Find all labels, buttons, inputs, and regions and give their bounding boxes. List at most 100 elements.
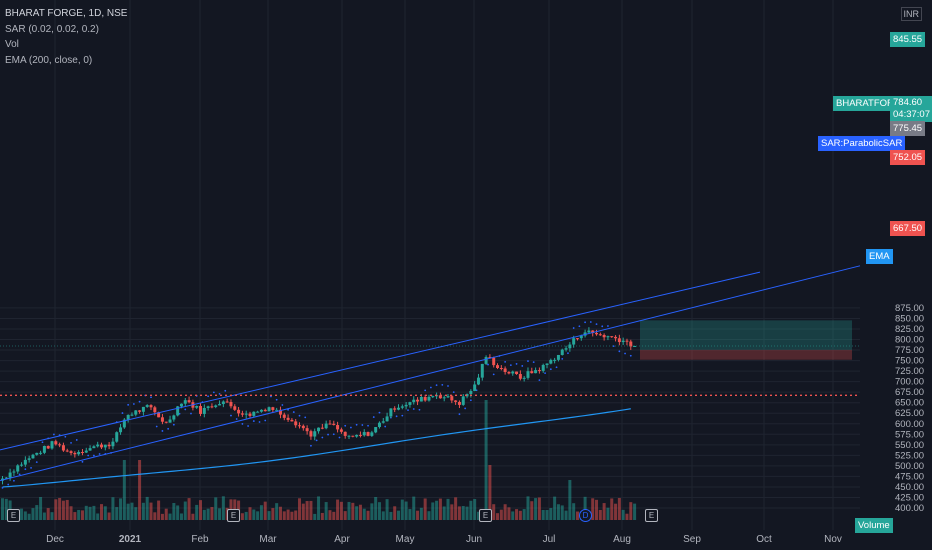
volume-bar	[46, 508, 50, 520]
volume-label: Volume	[855, 518, 893, 533]
volume-bar	[84, 505, 88, 520]
candle-body	[469, 390, 473, 395]
sar-dot	[350, 426, 352, 429]
volume-bar	[179, 513, 183, 520]
candle-body	[374, 427, 378, 433]
sar-dot	[327, 433, 329, 436]
earnings-marker[interactable]: E	[227, 509, 240, 522]
legend-ema[interactable]: EMA (200, close, 0)	[5, 54, 93, 66]
time-tick: Jun	[466, 534, 482, 545]
volume-bar	[275, 503, 279, 520]
entry-price-tag: 775.45	[890, 121, 926, 136]
candle-body	[39, 452, 43, 454]
volume-bar	[435, 500, 439, 520]
time-tick: Mar	[259, 534, 277, 545]
candle-body	[549, 359, 553, 364]
sar-dot	[75, 439, 78, 441]
candle-body	[389, 408, 393, 417]
legend-sar[interactable]: SAR (0.02, 0.02, 0.2)	[5, 23, 99, 35]
volume-bar	[183, 501, 187, 520]
volume-bar	[507, 507, 511, 520]
candle-body	[115, 432, 119, 442]
volume-bar	[419, 507, 423, 520]
sar-dot	[70, 441, 72, 444]
volume-bar	[298, 498, 302, 520]
candle-body	[587, 330, 591, 333]
candle-body	[461, 396, 465, 405]
legend-vol[interactable]: Vol	[5, 39, 19, 50]
time-tick: Dec	[46, 534, 64, 545]
volume-bar	[469, 500, 473, 520]
candle-body	[145, 405, 149, 407]
earnings-marker[interactable]: E	[645, 509, 658, 522]
volume-bar	[100, 504, 104, 520]
candle-body	[336, 425, 340, 430]
candle-body	[119, 427, 123, 433]
candle-body	[122, 419, 126, 428]
volume-bar	[595, 499, 599, 520]
volume-bar	[141, 502, 145, 520]
volume-bar	[65, 499, 69, 520]
volume-bar	[252, 509, 256, 520]
candle-body	[625, 340, 629, 342]
candle-body	[530, 371, 534, 374]
sar-dot	[207, 395, 210, 398]
sar-dot	[384, 425, 387, 428]
candle-body	[381, 421, 385, 423]
earnings-marker[interactable]: E	[7, 509, 20, 522]
candle-body	[100, 444, 104, 448]
volume-bar	[400, 499, 404, 520]
time-tick: Jul	[543, 534, 556, 545]
loss-zone	[640, 349, 852, 360]
volume-bar	[393, 506, 397, 520]
volume-bar	[153, 512, 157, 520]
candle-body	[305, 428, 309, 432]
candle-body	[282, 414, 286, 418]
candle-body	[80, 452, 84, 454]
candle-body	[621, 340, 625, 343]
price-tick: 475.00	[895, 471, 924, 482]
volume-bar	[214, 497, 218, 520]
volume-bar	[583, 496, 587, 520]
countdown-value: 04:37:07	[893, 109, 930, 120]
candle-body	[556, 354, 560, 360]
volume-bar	[343, 511, 347, 520]
volume-bar	[366, 510, 370, 520]
volume-bar	[240, 513, 244, 520]
time-tick: Sep	[683, 534, 701, 545]
sar-dot	[53, 433, 55, 436]
sar-dot	[41, 441, 44, 444]
candle-body	[8, 472, 12, 478]
profit-zone	[640, 320, 852, 350]
volume-bar	[35, 505, 39, 520]
candle-body	[492, 357, 496, 366]
sar-dot	[589, 321, 592, 323]
sar-dot	[252, 420, 255, 422]
candle-body	[27, 458, 31, 460]
sar-dot	[167, 427, 170, 430]
symbol-label: BHARATFORG	[833, 96, 905, 111]
volume-bar	[556, 504, 560, 520]
earnings-marker[interactable]: E	[479, 509, 492, 522]
channel-lower-line	[0, 265, 861, 482]
candle-body	[271, 407, 275, 410]
volume-bar	[537, 497, 541, 520]
sar-dot	[452, 391, 455, 394]
candle-body	[568, 344, 572, 349]
candle-body	[278, 409, 282, 415]
candle-body	[256, 411, 260, 413]
volume-bar	[591, 498, 595, 520]
candle-body	[545, 363, 549, 365]
position-zones	[640, 320, 852, 360]
volume-bars	[1, 400, 637, 520]
currency-label[interactable]: INR	[900, 7, 922, 21]
candle-body	[160, 417, 164, 422]
candle-body	[564, 348, 568, 350]
volume-bar	[602, 503, 606, 520]
candle-body	[499, 368, 503, 370]
candle-body	[138, 410, 142, 412]
volume-bar	[629, 502, 633, 520]
dividend-marker[interactable]: D	[579, 509, 592, 522]
volume-bar	[301, 503, 305, 520]
